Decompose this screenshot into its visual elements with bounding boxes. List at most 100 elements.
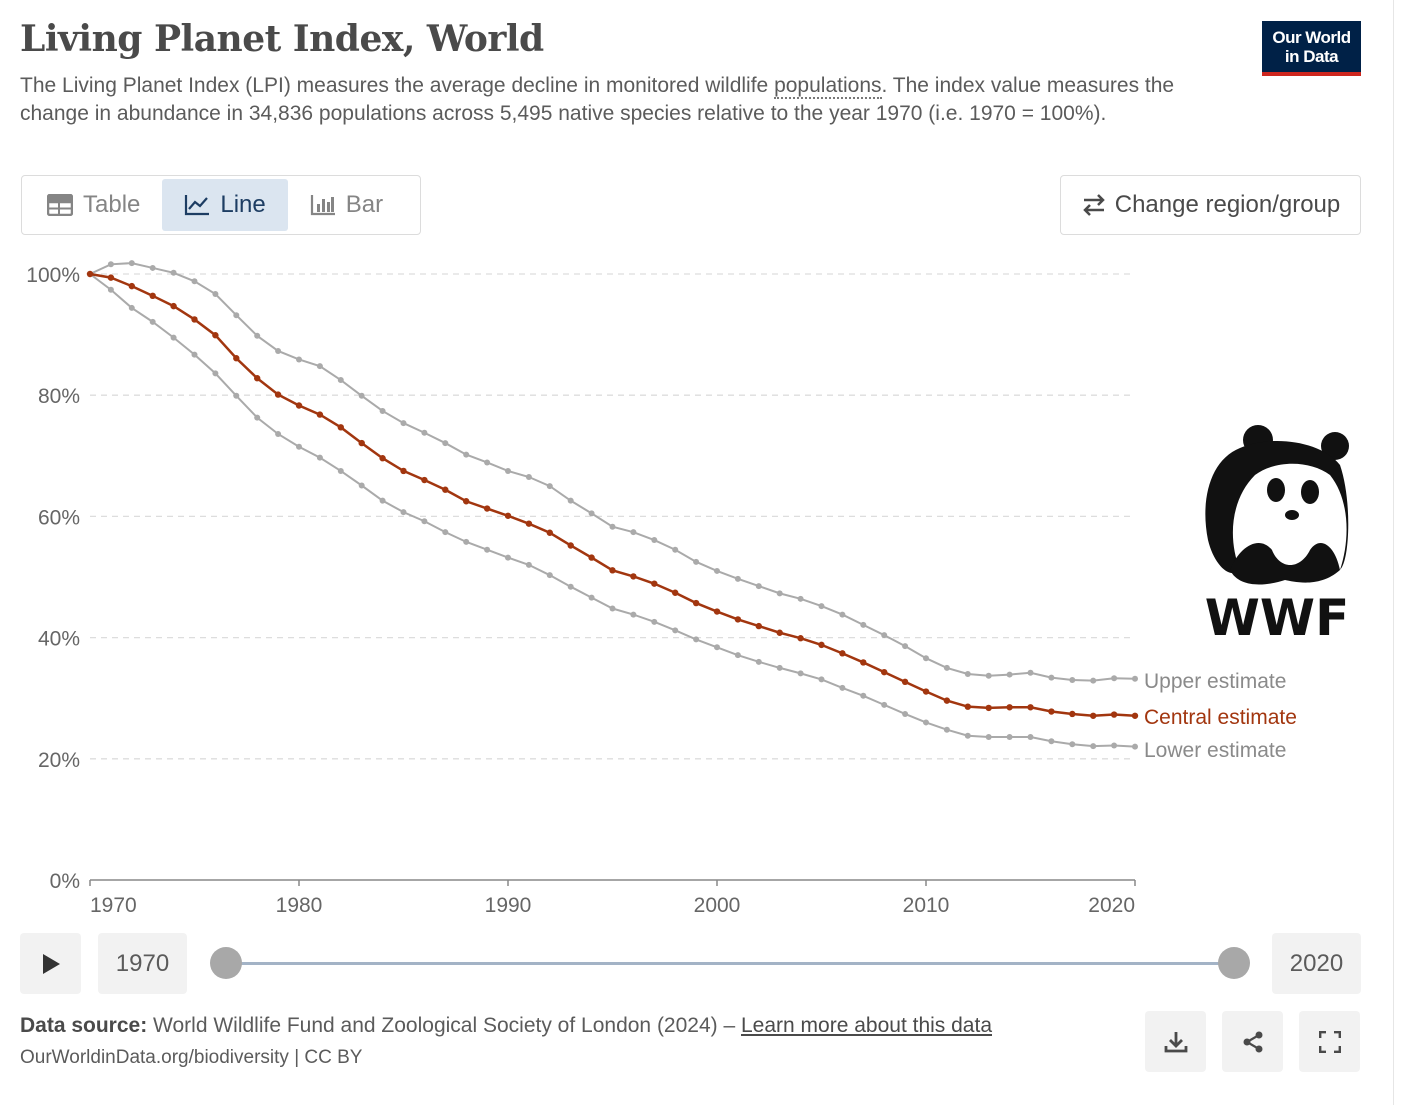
y-tick-label: 80%: [38, 385, 80, 408]
timeline-start-handle[interactable]: [210, 947, 242, 979]
x-tick-label: 2010: [903, 894, 950, 917]
data-point: [985, 672, 992, 679]
data-point: [672, 627, 679, 634]
data-point: [818, 603, 825, 610]
fullscreen-button[interactable]: [1299, 1011, 1360, 1072]
owid-logo[interactable]: Our World in Data: [1262, 21, 1361, 76]
data-point: [797, 595, 804, 602]
data-point: [755, 658, 762, 665]
data-point: [672, 589, 679, 596]
download-button[interactable]: [1145, 1011, 1206, 1072]
data-point: [692, 599, 700, 607]
data-point: [1090, 712, 1097, 719]
data-point: [421, 476, 428, 484]
data-point: [1132, 675, 1138, 682]
play-button[interactable]: [20, 933, 81, 994]
x-tick-label: 2000: [694, 894, 741, 917]
data-point: [943, 664, 950, 671]
tab-bar[interactable]: Bar: [288, 179, 405, 231]
data-point: [400, 509, 407, 516]
logo-line1: Our World: [1272, 28, 1351, 47]
data-point: [964, 703, 971, 710]
data-point: [839, 611, 846, 618]
data-point: [275, 430, 282, 437]
data-point: [567, 497, 574, 504]
wwf-logo-text: WWF: [1205, 589, 1349, 645]
frame-border: [1393, 0, 1394, 1105]
data-point: [630, 529, 637, 536]
data-point: [1111, 742, 1118, 749]
chart-title: Living Planet Index, World: [20, 18, 544, 60]
data-point: [295, 402, 303, 409]
data-source: Data source: World Wildlife Fund and Zoo…: [20, 1014, 992, 1038]
data-point: [1006, 704, 1013, 711]
data-point: [1132, 743, 1138, 750]
data-point: [442, 529, 449, 536]
data-point: [504, 512, 512, 519]
share-icon: [1243, 1031, 1262, 1052]
subtitle-text-end: . The index value measures the change in…: [20, 74, 1175, 125]
data-point: [546, 572, 553, 579]
data-point: [776, 629, 783, 636]
timeline-track[interactable]: [226, 962, 1234, 965]
data-point: [525, 520, 533, 527]
data-point: [1131, 712, 1139, 719]
tab-line[interactable]: Line: [162, 179, 288, 231]
data-point: [107, 261, 114, 268]
end-year-label[interactable]: 2020: [1272, 933, 1361, 994]
tab-table[interactable]: Table: [25, 179, 162, 231]
data-point: [567, 583, 574, 590]
data-point: [191, 278, 198, 285]
data-point: [630, 611, 637, 618]
data-point: [86, 270, 94, 278]
data-point: [421, 429, 428, 436]
play-icon: [42, 953, 60, 974]
data-point: [901, 678, 909, 686]
data-point: [483, 505, 491, 512]
timeline-end-handle[interactable]: [1218, 947, 1250, 979]
data-point: [1027, 704, 1034, 711]
data-point: [316, 454, 323, 461]
data-point: [296, 443, 302, 450]
data-point: [839, 684, 846, 691]
data-point: [107, 274, 115, 281]
data-point: [567, 542, 574, 549]
data-point: [546, 529, 553, 536]
data-point: [128, 282, 135, 290]
data-point: [734, 652, 741, 659]
x-tick-label: 1990: [485, 894, 532, 917]
data-point: [400, 420, 407, 427]
data-point: [1090, 677, 1097, 684]
data-point: [776, 590, 783, 597]
data-point: [923, 719, 929, 726]
data-point: [588, 510, 595, 517]
start-year-label[interactable]: 1970: [98, 933, 187, 994]
data-point: [1090, 743, 1097, 750]
data-point: [212, 370, 219, 377]
data-point: [818, 676, 825, 683]
chart-subtitle: The Living Planet Index (LPI) measures t…: [20, 72, 1210, 128]
data-point: [463, 498, 470, 505]
data-point: [316, 411, 324, 418]
data-point: [212, 332, 219, 339]
data-point: [505, 554, 511, 561]
data-point: [902, 710, 909, 717]
source-label: Data source:: [20, 1014, 148, 1037]
share-button[interactable]: [1222, 1011, 1283, 1072]
data-point: [254, 375, 261, 382]
change-region-button[interactable]: Change region/group: [1060, 175, 1361, 235]
data-point: [358, 482, 365, 489]
learn-more-link[interactable]: Learn more about this data: [741, 1014, 992, 1037]
data-point: [337, 377, 344, 384]
data-point: [797, 670, 804, 677]
line-chart: 0% 20% 40% 60% 80% 100% 1970 1980 1990 2000 2010 20…: [26, 260, 1297, 917]
y-tick-label: 100%: [26, 264, 80, 287]
data-point: [693, 558, 700, 565]
data-point: [525, 474, 532, 481]
url-license[interactable]: OurWorldinData.org/biodiversity | CC BY: [20, 1047, 363, 1068]
data-point: [1048, 738, 1055, 745]
populations-definition-link[interactable]: populations: [774, 74, 882, 99]
data-point: [1006, 671, 1013, 678]
data-point: [233, 392, 240, 399]
